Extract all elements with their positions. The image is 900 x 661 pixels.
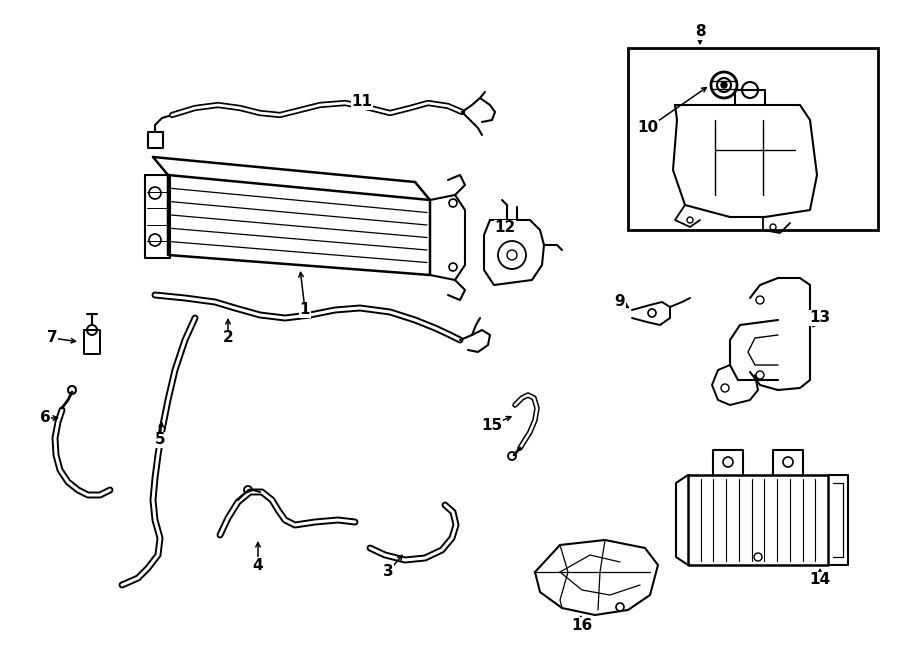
Text: 5: 5: [155, 432, 166, 447]
Text: 3: 3: [382, 564, 393, 580]
Bar: [628, 48, 878, 230]
Text: 6: 6: [40, 410, 50, 426]
Text: 8: 8: [695, 24, 706, 40]
Text: 9: 9: [615, 295, 626, 309]
Text: 10: 10: [637, 120, 659, 136]
Text: 2: 2: [222, 330, 233, 346]
Text: 16: 16: [572, 617, 592, 633]
Text: 1: 1: [300, 303, 310, 317]
Text: 11: 11: [352, 95, 373, 110]
Circle shape: [721, 82, 727, 88]
Text: 14: 14: [809, 572, 831, 588]
Text: 7: 7: [47, 330, 58, 346]
Text: 15: 15: [482, 418, 502, 432]
Text: 12: 12: [494, 221, 516, 235]
Text: 4: 4: [253, 557, 264, 572]
Text: 13: 13: [809, 311, 831, 325]
